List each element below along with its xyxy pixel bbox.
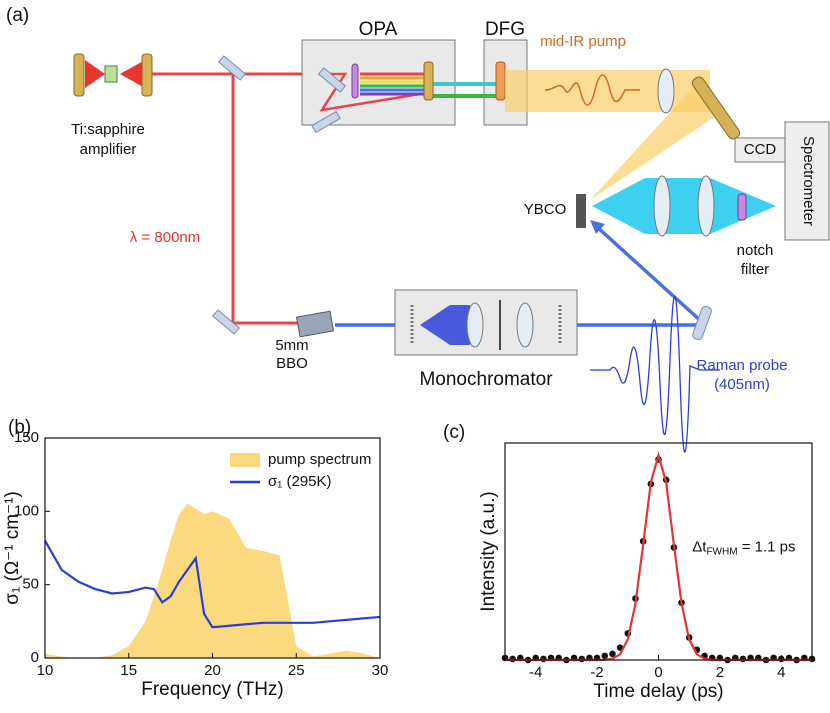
y-axis-label: Intensity (a.u.) [478,491,499,611]
laser-beam [85,60,105,88]
legend-label: pump spectrum [268,451,371,468]
mirror [692,305,712,341]
annotation-part: Δt [692,538,707,555]
spectrometer-box [784,121,830,241]
setup-diagram: (a) [6,5,830,453]
lens [697,175,715,237]
label: notch [737,242,774,259]
mirror [217,55,247,81]
crystal [351,63,359,99]
label: amplifier [80,141,137,158]
legend-swatch [230,453,260,467]
monochromator-box [394,289,578,356]
y-tick-label: 50 [22,576,39,593]
sample [576,194,586,228]
plot-area [501,451,816,664]
mirror [691,76,741,140]
label: YBCO [524,201,567,218]
lens [657,68,675,114]
crystal [104,65,118,83]
area-series [45,504,380,658]
probe-wave [590,295,720,453]
label: (405nm) [714,376,770,393]
label: OPA [359,19,398,40]
pump-beam [505,70,710,112]
label: BBO [276,355,308,372]
x-tick-label: -2 [590,664,603,681]
crystal [495,61,506,101]
scatter-beam [592,178,776,234]
mirror [317,67,347,93]
annotation: ΔtFWHM = 1.1 ps [692,538,795,557]
x-tick-label: 25 [288,662,305,679]
line-series [505,451,812,662]
panel-label: (b) [8,417,31,438]
x-axis-label: Time delay (ps) [593,681,723,702]
lens [653,175,671,237]
label: filter [741,261,769,278]
plot-area [44,504,381,658]
legend-label: σ₁ (295K) [268,473,332,490]
label: mid-IR pump [540,33,626,50]
x-axis-label: Frequency (THz) [141,679,284,700]
lens [516,302,534,348]
mirror [211,309,241,335]
label: Monochromator [419,369,553,390]
annotation-part: = 1.1 ps [738,538,796,555]
x-tick-label: 0 [654,664,662,681]
laser-beam [120,60,145,88]
label: 5mm [275,337,308,354]
pump-wave [544,74,640,106]
x-tick-label: 10 [37,662,54,679]
x-tick-label: 30 [372,662,389,679]
mirror [423,61,434,101]
label: Raman probe [697,357,788,374]
x-tick-label: 4 [777,664,785,681]
y-tick-label: 100 [14,502,39,519]
y-tick-label: 150 [14,429,39,446]
label: Spectrometer [800,136,817,226]
label: CCD [744,141,777,158]
label: λ = 800nm [130,229,200,246]
line-series [44,540,381,629]
x-tick-label: 20 [204,662,221,679]
pump-beam [590,80,725,200]
mirror [141,53,153,97]
panel-label: (c) [443,422,465,443]
panel-label: (a) [6,5,29,26]
label: DFG [485,19,525,40]
mirror [73,53,85,97]
data-point [609,650,616,658]
probe-beam [594,224,704,324]
y-axis-label: σ₁ (Ω⁻¹ cm⁻¹) [2,491,23,605]
data-point [601,652,609,660]
beam-800nm [319,72,421,112]
notch-filter [737,193,747,221]
mirror [311,110,341,134]
ccd-box [734,137,786,163]
x-tick-label: -4 [529,664,542,681]
label: Ti:sapphire [71,121,145,138]
bbo-crystal [295,310,335,338]
lens [466,302,484,348]
x-tick-label: 2 [716,664,724,681]
y-tick-label: 0 [31,649,39,666]
beam-800nm [152,72,300,325]
x-tick-label: 15 [120,662,137,679]
annotation-part: FWHM [706,546,737,557]
